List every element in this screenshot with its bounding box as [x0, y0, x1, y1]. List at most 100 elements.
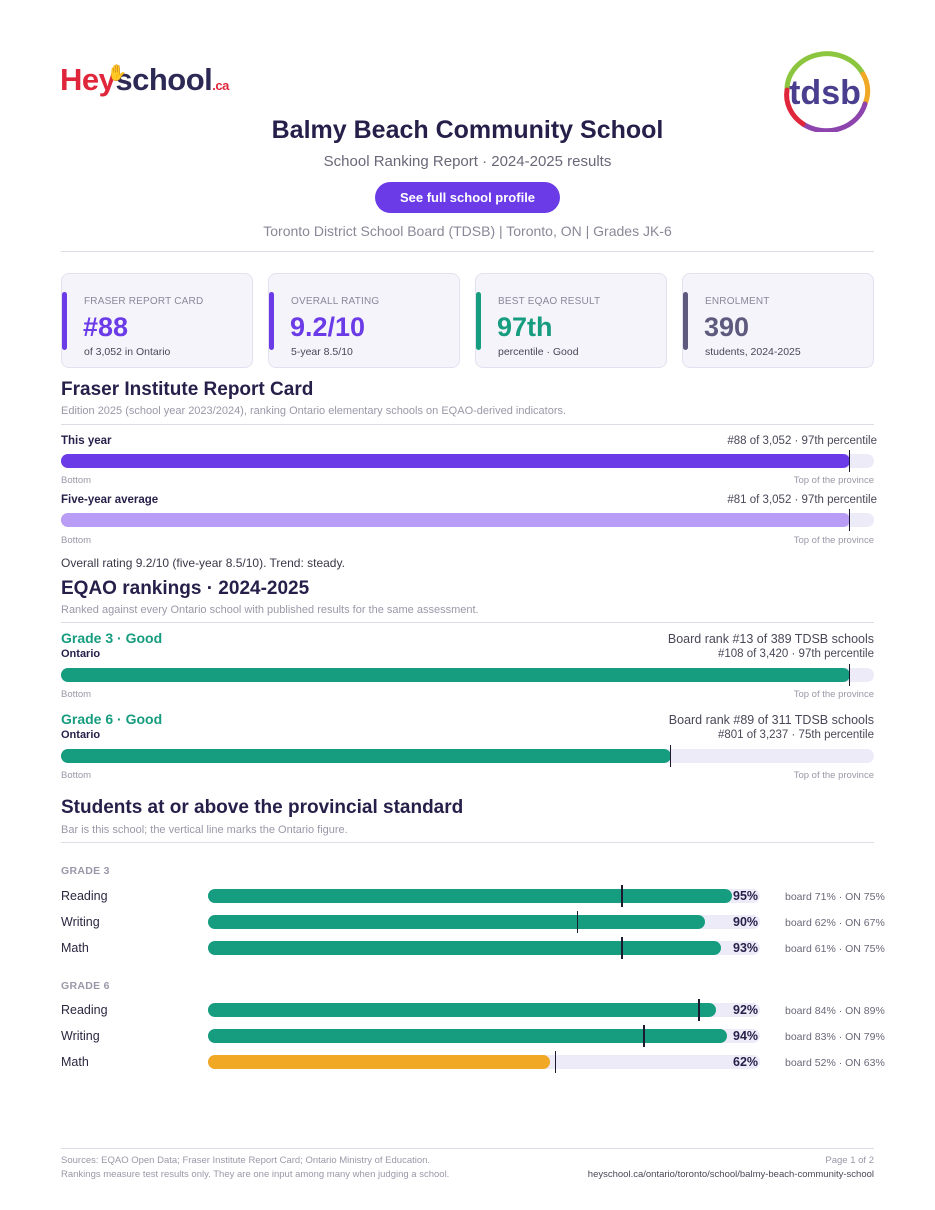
comparison-text: board 71% · ON 75%: [785, 891, 885, 903]
bar-fill: [208, 1003, 716, 1017]
stat-sub: 5-year 8.5/10: [291, 346, 353, 358]
stat-card-eqao: BEST EQAO RESULT 97th percentile · Good: [475, 273, 667, 368]
axis-bottom-label: Bottom: [61, 475, 92, 486]
bar-fill: [208, 1029, 727, 1043]
comparison-text: board 62% · ON 67%: [785, 917, 885, 929]
ontario-marker: [698, 999, 700, 1021]
school-percent: 95%: [733, 889, 759, 903]
eqao-grade3-ontario-rank: #108 of 3,420 · 97th percentile: [717, 648, 874, 660]
card-accent: [683, 292, 688, 350]
eqao-grade3-head: Grade 3 · Good: [61, 630, 163, 646]
eqao-grade6-board-rank: Board rank #89 of 311 TDSB schools: [668, 713, 874, 727]
percentile-marker: [848, 509, 851, 531]
axis-bottom-label: Bottom: [61, 535, 92, 546]
logo-ca-text: .ca: [212, 78, 229, 93]
footer-sources-line: Sources: EQAO Open Data; Fraser Institut…: [61, 1155, 431, 1166]
bar-fill: [61, 668, 850, 682]
standard-bar: [208, 999, 760, 1021]
eqao-grade6-ontario-rank: #801 of 3,237 · 75th percentile: [717, 729, 874, 741]
eqao-grade6-sub: Ontario: [61, 729, 101, 741]
standard-note: Bar is this school; the vertical line ma…: [61, 824, 348, 836]
comparison-text: board 61% · ON 75%: [785, 943, 885, 955]
divider: [61, 842, 874, 843]
heyschool-logo[interactable]: Heyschool.ca ✋: [60, 60, 229, 106]
page-subtitle: School Ranking Report · 2024-2025 result…: [323, 153, 612, 170]
axis-bottom-label: Bottom: [61, 689, 92, 700]
divider: [61, 424, 874, 425]
waving-hand-icon: ✋: [107, 65, 127, 82]
divider: [61, 622, 874, 623]
stat-label: ENROLMENT: [705, 296, 770, 307]
school-meta: Toronto District School Board (TDSB) | T…: [263, 223, 672, 239]
footer-url-link[interactable]: heyschool.ca/ontario/toronto/school/balm…: [587, 1169, 874, 1180]
eqao-grade6-bar: [61, 745, 874, 767]
school-percent: 62%: [733, 1055, 759, 1069]
tdsb-logo-text: tdsb: [789, 74, 861, 112]
card-accent: [269, 292, 274, 350]
fraser-five-year-label: Five-year average: [61, 494, 159, 506]
bar-fill: [208, 941, 722, 955]
school-percent: 92%: [733, 1003, 759, 1017]
stat-value: 97th: [497, 312, 553, 342]
eqao-grade3-bar: [61, 664, 874, 686]
fraser-five-year-rank: #81 of 3,052 · 97th percentile: [727, 494, 877, 506]
divider: [61, 251, 874, 252]
fraser-this-year-rank: #88 of 3,052 · 97th percentile: [727, 435, 877, 447]
fraser-summary: Overall rating 9.2/10 (five-year 8.5/10)…: [61, 556, 345, 570]
standard-title: Students at or above the provincial stan…: [61, 797, 464, 818]
eqao-grade3-sub: Ontario: [61, 648, 101, 660]
bar-fill: [208, 915, 705, 929]
subject-label: Reading: [61, 1003, 108, 1017]
fraser-this-year-bar: [61, 450, 874, 472]
group-label-grade3: GRADE 3: [61, 865, 110, 877]
footer-disclaimer-line: Rankings measure test results only. They…: [61, 1169, 450, 1180]
fraser-title: Fraser Institute Report Card: [61, 379, 314, 400]
stat-sub: percentile · Good: [498, 346, 579, 358]
bar-fill: [208, 1055, 551, 1069]
bar-fill: [61, 513, 850, 527]
bar-fill: [61, 454, 850, 468]
fraser-note: Edition 2025 (school year 2023/2024), ra…: [61, 405, 567, 417]
percentile-marker: [848, 664, 851, 686]
stat-sub: of 3,052 in Ontario: [84, 346, 171, 358]
card-accent: [476, 292, 481, 350]
percentile-marker: [669, 745, 672, 767]
stat-label: BEST EQAO RESULT: [498, 296, 601, 307]
logo-school-text: school: [115, 62, 213, 97]
axis-top-label: Top of the province: [793, 535, 874, 546]
axis-top-label: Top of the province: [793, 689, 874, 700]
subject-label: Reading: [61, 889, 108, 903]
group-label-grade6: GRADE 6: [61, 980, 110, 992]
standard-bar: [208, 885, 760, 907]
ontario-marker: [554, 1051, 557, 1073]
see-full-profile-button[interactable]: See full school profile: [375, 182, 560, 213]
card-accent: [62, 292, 67, 350]
standard-bar: [208, 937, 760, 959]
stat-value: 390: [704, 312, 750, 342]
comparison-text: board 52% · ON 63%: [785, 1057, 885, 1069]
comparison-text: board 84% · ON 89%: [785, 1005, 885, 1017]
stat-card-rating: OVERALL RATING 9.2/10 5-year 8.5/10: [268, 273, 460, 368]
percentile-marker: [848, 450, 851, 472]
bar-fill: [208, 889, 733, 903]
page-number: Page 1 of 2: [825, 1155, 874, 1166]
page-title: Balmy Beach Community School: [271, 116, 664, 144]
ontario-marker: [621, 937, 623, 959]
stat-value: #88: [83, 312, 129, 342]
stat-value: 9.2/10: [290, 312, 366, 342]
axis-top-label: Top of the province: [793, 475, 874, 486]
school-percent: 90%: [733, 915, 759, 929]
ontario-marker: [643, 1025, 645, 1047]
footer-sources: Sources: EQAO Open Data; Fraser Institut…: [61, 1154, 449, 1182]
stat-label: FRASER REPORT CARD: [84, 296, 204, 307]
comparison-text: board 83% · ON 79%: [785, 1031, 885, 1043]
standard-bar: [208, 1025, 760, 1047]
subject-label: Writing: [61, 1029, 100, 1043]
divider: [61, 1148, 874, 1149]
fraser-this-year-label: This year: [61, 435, 112, 447]
bar-fill: [61, 749, 671, 763]
footer-page-info: Page 1 of 2 heyschool.ca/ontario/toronto…: [588, 1154, 874, 1182]
fraser-five-year-bar: [61, 509, 874, 531]
stat-card-fraser: FRASER REPORT CARD #88 of 3,052 in Ontar…: [61, 273, 253, 368]
standard-bar: [208, 911, 760, 933]
